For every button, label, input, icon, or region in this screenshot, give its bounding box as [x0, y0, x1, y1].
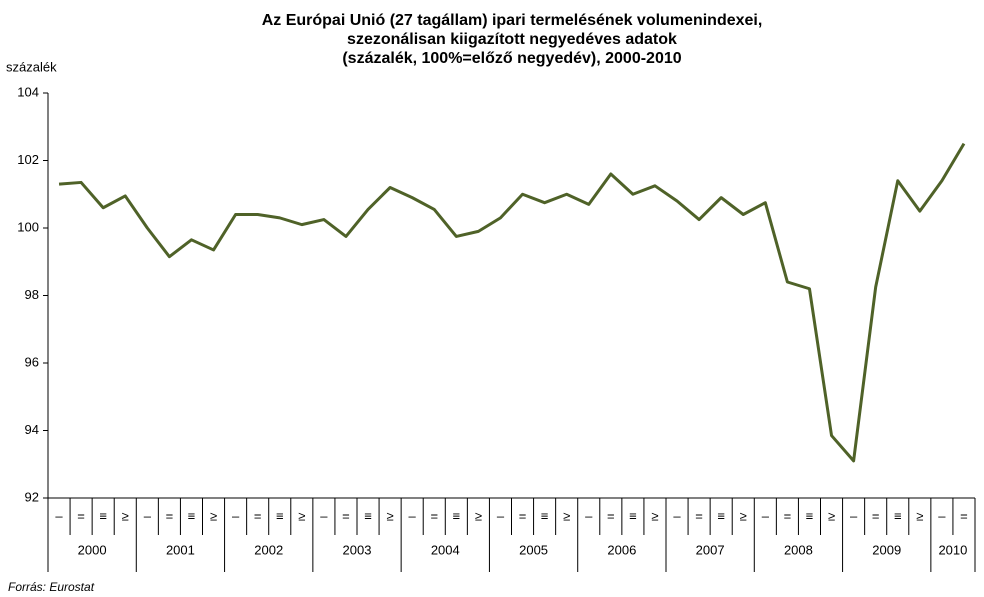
x-tick-label: =: [77, 508, 85, 523]
x-tick-label: =: [960, 508, 968, 523]
x-tick-label: ≡: [188, 508, 196, 523]
x-tick-label: ≡: [453, 508, 461, 523]
x-tick-label: –: [232, 508, 240, 523]
x-tick-label: –: [850, 508, 858, 523]
y-axis-label: százalék: [6, 59, 57, 74]
y-tick-label: 98: [25, 287, 39, 302]
x-tick-label: –: [673, 508, 681, 523]
y-tick-label: 92: [25, 489, 39, 504]
y-tick-label: 94: [25, 422, 39, 437]
x-tick-label: =: [254, 508, 262, 523]
x-tick-label: ≡: [894, 508, 902, 523]
x-tick-label: ≥: [828, 508, 835, 523]
x-tick-label: –: [320, 508, 328, 523]
y-tick-label: 96: [25, 354, 39, 369]
x-tick-label: =: [607, 508, 615, 523]
x-tick-label: ≡: [806, 508, 814, 523]
x-tick-label: –: [938, 508, 946, 523]
x-tick-label: ≡: [364, 508, 372, 523]
x-tick-label: =: [872, 508, 880, 523]
x-tick-label: ≥: [298, 508, 305, 523]
year-label: 2007: [696, 542, 725, 557]
x-tick-label: ≡: [629, 508, 637, 523]
x-tick-label: –: [409, 508, 417, 523]
year-label: 2005: [519, 542, 548, 557]
x-tick-label: –: [762, 508, 770, 523]
x-tick-label: ≥: [740, 508, 747, 523]
x-tick-label: =: [430, 508, 438, 523]
y-tick-label: 102: [17, 152, 39, 167]
chart-title: Az Európai Unió (27 tagállam) ipari term…: [262, 12, 763, 29]
year-label: 2009: [872, 542, 901, 557]
data-line: [58, 142, 966, 463]
x-tick-label: =: [342, 508, 350, 523]
year-label: 2003: [343, 542, 372, 557]
year-label: 2004: [431, 542, 460, 557]
x-tick-label: ≥: [475, 508, 482, 523]
x-tick-label: –: [585, 508, 593, 523]
y-tick-label: 100: [17, 219, 39, 234]
x-tick-label: ≡: [717, 508, 725, 523]
x-tick-label: ≡: [276, 508, 284, 523]
x-tick-label: ≡: [541, 508, 549, 523]
x-tick-label: =: [166, 508, 174, 523]
chart-title: szezonálisan kiigazított negyedéves adat…: [347, 31, 677, 48]
year-label: 2006: [607, 542, 636, 557]
x-tick-label: ≡: [99, 508, 107, 523]
x-tick-label: =: [695, 508, 703, 523]
x-tick-label: –: [55, 508, 63, 523]
source-note: Forrás: Eurostat: [8, 580, 95, 594]
x-tick-label: ≥: [210, 508, 217, 523]
x-tick-label: ≥: [916, 508, 923, 523]
year-label: 2010: [938, 542, 967, 557]
year-label: 2000: [78, 542, 107, 557]
x-tick-label: =: [519, 508, 527, 523]
x-tick-label: =: [784, 508, 792, 523]
year-label: 2002: [254, 542, 283, 557]
x-tick-label: –: [497, 508, 505, 523]
x-tick-label: ≥: [651, 508, 658, 523]
year-label: 2008: [784, 542, 813, 557]
y-tick-label: 104: [17, 84, 39, 99]
x-tick-label: ≥: [387, 508, 394, 523]
x-tick-label: –: [144, 508, 152, 523]
year-label: 2001: [166, 542, 195, 557]
x-tick-label: ≥: [122, 508, 129, 523]
chart-title: (százalék, 100%=előző negyedév), 2000-20…: [342, 50, 681, 67]
x-tick-label: ≥: [563, 508, 570, 523]
